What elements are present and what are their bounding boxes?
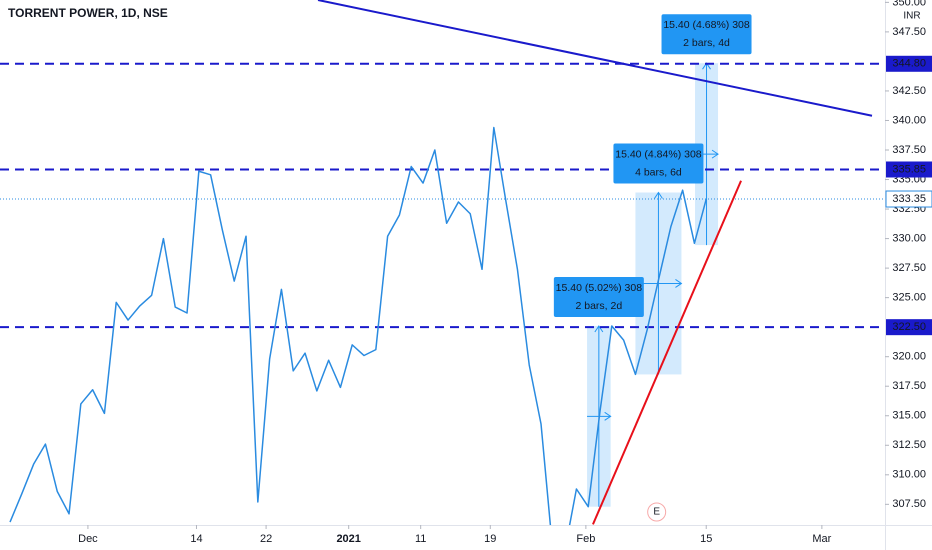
y-tick-label: 342.50: [892, 85, 926, 97]
price-line: [9, 126, 707, 525]
level-price-label: 344.80: [892, 58, 926, 70]
y-tick-label: 340.00: [892, 114, 926, 126]
axes: 307.50 310.00 312.50 315.00 317.50 320.00 325.…: [78, 0, 926, 545]
y-tick-label: 347.50: [892, 26, 926, 38]
plot-area: [0, 0, 885, 525]
measure-label-box: [661, 14, 752, 55]
x-tick-label: 15: [700, 533, 712, 545]
event-marker: [647, 502, 667, 522]
x-tick-label: Dec: [78, 533, 98, 545]
event-label: E: [653, 507, 660, 518]
x-tick-label: 11: [415, 533, 426, 545]
y-tick-label: 327.50: [892, 262, 926, 274]
measure-arrow-head: [711, 149, 719, 159]
x-tick-label: Mar: [812, 533, 831, 545]
y-tick-label: 330.00: [892, 232, 926, 244]
currency-label: INR: [903, 11, 920, 22]
x-tick-label: 22: [260, 533, 272, 545]
y-tick-label: 337.50: [892, 144, 926, 156]
measure-label: 15.40 (4.68%) 308: [663, 19, 750, 31]
y-tick-label: 320.00: [892, 351, 926, 363]
x-tick-label: 19: [484, 533, 496, 545]
y-tick-label: 310.00: [892, 469, 926, 481]
y-tick-label: 350.00: [892, 0, 926, 8]
last-price-label: 333.35: [892, 193, 926, 205]
x-tick-label: 2021: [336, 533, 360, 545]
level-price-label: 335.85: [892, 163, 926, 175]
measure-label: 2 bars, 4d: [683, 37, 730, 49]
measure-arrow-head: [604, 411, 612, 421]
y-tick-label: 312.50: [892, 439, 926, 451]
level-price-box: [886, 161, 932, 178]
y-tick-label: 307.50: [892, 498, 926, 510]
measure-arrow-head: [654, 191, 663, 199]
trend-line: [317, 0, 873, 117]
trend-line: [592, 180, 742, 525]
measure-label: 2 bars, 2d: [575, 300, 622, 312]
measure-label: 15.40 (5.02%) 308: [556, 282, 643, 294]
y-tick-label: 317.50: [892, 380, 926, 392]
x-tick-label: 14: [190, 533, 202, 545]
chart-title: TORRENT POWER, 1D, NSE: [8, 6, 168, 20]
measure-arrow-head: [594, 325, 604, 333]
level-price-label: 322.50: [892, 321, 926, 333]
x-tick-label: Feb: [576, 533, 595, 545]
measure-arrow-head: [675, 279, 683, 288]
measure-label-box: [613, 143, 704, 184]
measure-label: 15.40 (4.84%) 308: [615, 148, 702, 160]
y-tick-label: 315.00: [892, 410, 926, 422]
y-tick-label: 325.00: [892, 292, 926, 304]
measure-label-box: [553, 276, 644, 317]
level-price-box: [886, 55, 932, 72]
level-price-box: [886, 319, 932, 336]
measure-label: 4 bars, 6d: [635, 166, 682, 178]
last-price-box: [885, 190, 932, 208]
